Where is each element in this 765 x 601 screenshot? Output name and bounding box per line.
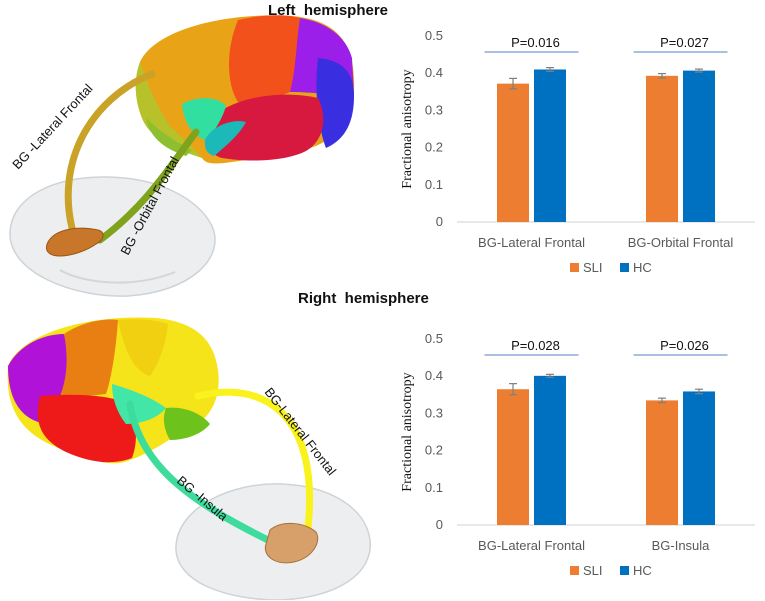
bar-sli-1 bbox=[646, 400, 678, 525]
glass-brain-left-fold bbox=[59, 269, 176, 284]
tract-bg-insula-right bbox=[126, 400, 272, 544]
legend-swatch-sli bbox=[570, 566, 579, 575]
error-bar-hc-0 bbox=[546, 67, 554, 72]
bar-sli-1 bbox=[646, 75, 678, 222]
y-tick-label: 0.1 bbox=[425, 177, 443, 192]
legend-label-hc: HC bbox=[633, 260, 652, 275]
y-tick-label: 0.4 bbox=[425, 65, 443, 80]
y-tick-label: 0.5 bbox=[425, 331, 443, 346]
y-tick-label: 0.5 bbox=[425, 28, 443, 43]
error-bar-sli-0 bbox=[509, 383, 517, 396]
y-tick-label: 0 bbox=[436, 214, 443, 229]
tract-bg-orbital-frontal-left bbox=[96, 128, 200, 244]
tract-label-lateral-frontal-right: BG-Lateral Frontal bbox=[262, 385, 340, 479]
error-bar-sli-0 bbox=[509, 77, 517, 90]
error-bar-hc-0 bbox=[546, 373, 554, 378]
bar-hc-1 bbox=[683, 391, 715, 525]
p-value-0: P=0.028 bbox=[511, 338, 560, 353]
bar-hc-0 bbox=[534, 69, 566, 222]
y-tick-label: 0.1 bbox=[425, 480, 443, 495]
category-label-0: BG-Lateral Frontal bbox=[478, 538, 585, 553]
left-hemisphere-title: Left hemisphere bbox=[268, 2, 389, 19]
category-label-0: BG-Lateral Frontal bbox=[478, 235, 585, 250]
tract-bg-lateral-frontal-left bbox=[64, 70, 156, 232]
y-axis-label: Fractional anisotropy bbox=[400, 372, 415, 491]
y-tick-label: 0.2 bbox=[425, 443, 443, 458]
y-tick-label: 0.4 bbox=[425, 368, 443, 383]
error-bar-sli-1 bbox=[658, 72, 666, 79]
tract-label-lateral-frontal-left: BG -Lateral Frontal bbox=[9, 81, 95, 172]
y-tick-label: 0.3 bbox=[425, 102, 443, 117]
y-axis-label: Fractional anisotropy bbox=[400, 69, 415, 188]
tract-bg-lateral-frontal-right bbox=[194, 388, 313, 532]
cortex-right bbox=[7, 317, 219, 464]
chart-right-hemisphere: Fractional anisotropy 0 0.1 0.2 0.3 0.4 0.5 P=0… bbox=[400, 331, 755, 578]
error-bar-sli-1 bbox=[658, 397, 666, 404]
legend-label-sli: SLI bbox=[583, 563, 603, 578]
p-value-0: P=0.016 bbox=[511, 35, 560, 50]
p-value-1: P=0.027 bbox=[660, 35, 709, 50]
bar-hc-1 bbox=[683, 70, 715, 222]
legend-swatch-sli bbox=[570, 263, 579, 272]
left-brain-illustration: BG -Lateral Frontal BG -Orbital Frontal bbox=[9, 15, 355, 297]
legend-label-hc: HC bbox=[633, 563, 652, 578]
bar-sli-0 bbox=[497, 83, 529, 222]
bar-sli-0 bbox=[497, 389, 529, 525]
error-bar-hc-1 bbox=[695, 68, 703, 73]
category-label-1: BG-Insula bbox=[652, 538, 711, 553]
y-tick-label: 0.2 bbox=[425, 140, 443, 155]
legend-label-sli: SLI bbox=[583, 260, 603, 275]
legend-swatch-hc bbox=[620, 263, 629, 272]
p-value-1: P=0.026 bbox=[660, 338, 709, 353]
error-bar-hc-1 bbox=[695, 388, 703, 395]
chart-left-hemisphere: Fractional anisotropy 0 0.1 0.2 0.3 0.4 0.5 P=0… bbox=[400, 28, 755, 275]
legend-swatch-hc bbox=[620, 566, 629, 575]
y-tick-label: 0.3 bbox=[425, 405, 443, 420]
y-tick-label: 0 bbox=[436, 517, 443, 532]
glass-brain-left bbox=[9, 176, 216, 297]
right-hemisphere-title: Right hemisphere bbox=[298, 290, 429, 307]
basal-ganglia-left bbox=[46, 227, 104, 257]
bar-hc-0 bbox=[534, 375, 566, 525]
right-brain-illustration: BG-Lateral Frontal BG -Insula bbox=[7, 317, 371, 600]
cortex-left bbox=[135, 15, 355, 164]
basal-ganglia-right bbox=[264, 523, 319, 564]
category-label-1: BG-Orbital Frontal bbox=[628, 235, 734, 250]
